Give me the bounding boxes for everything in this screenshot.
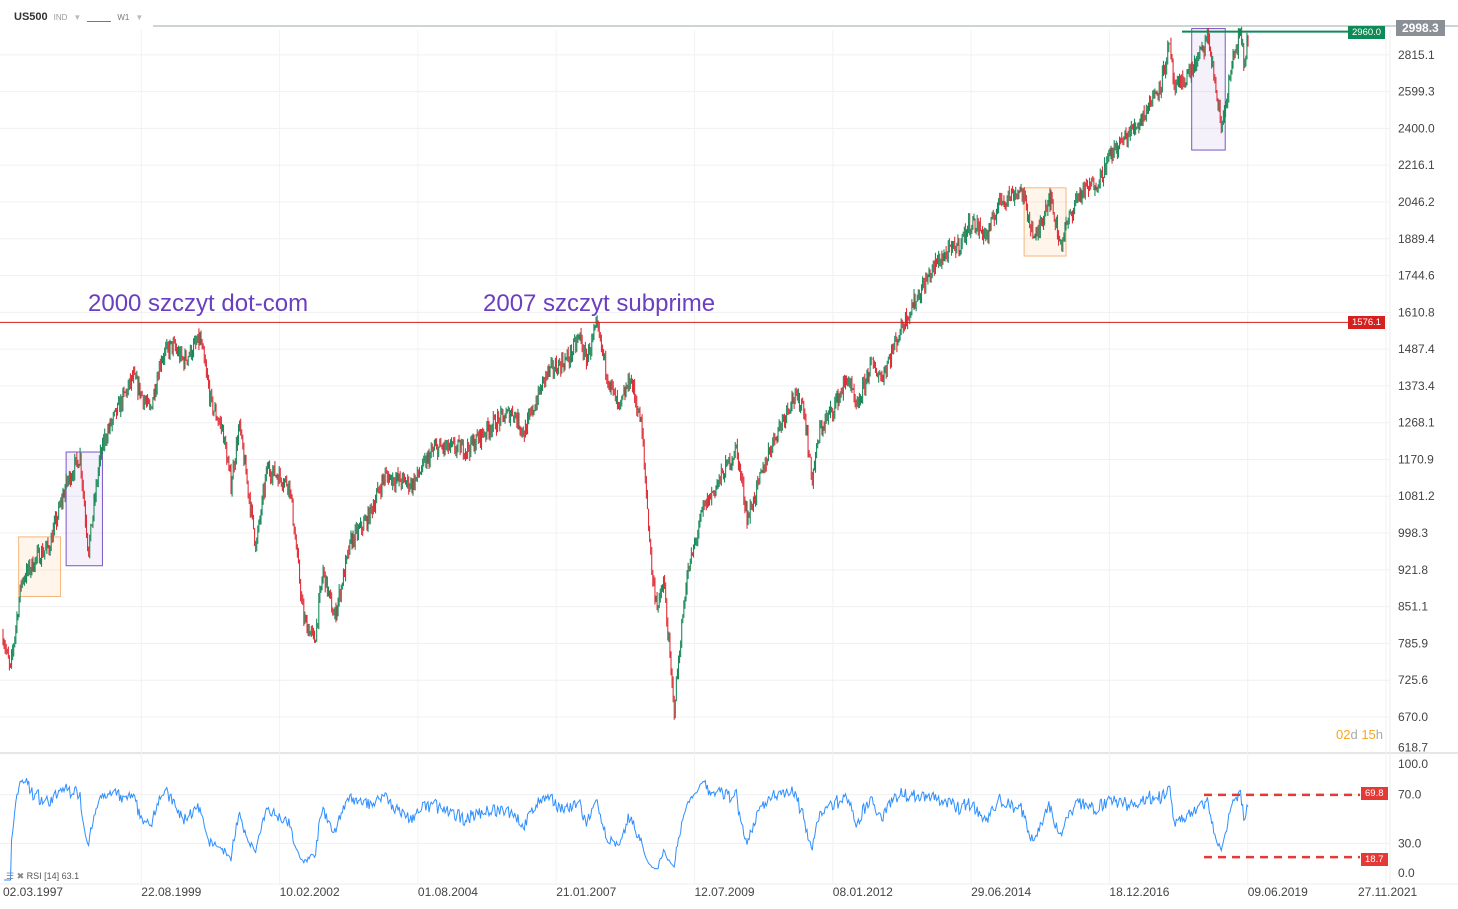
y-tick-label: 2400.0 bbox=[1398, 121, 1435, 135]
y-tick-label: 2815.1 bbox=[1398, 48, 1435, 62]
divider bbox=[87, 13, 112, 22]
highlight-box bbox=[1191, 28, 1226, 151]
interval-selector[interactable]: W1 bbox=[117, 12, 130, 22]
x-tick-label: 22.08.1999 bbox=[141, 885, 202, 899]
x-tick-label: 18.12.2016 bbox=[1109, 885, 1170, 899]
y-tick-label: 725.6 bbox=[1398, 673, 1428, 687]
x-tick-label: 10.02.2002 bbox=[279, 885, 340, 899]
y-tick-label: 785.9 bbox=[1398, 636, 1428, 650]
annotation-subprime: 2007 szczyt subprime bbox=[483, 290, 716, 317]
x-tick-label: 27.11.2021 bbox=[1358, 885, 1418, 899]
y-tick-label: 1373.4 bbox=[1398, 379, 1435, 393]
y-tick-label: 1610.8 bbox=[1398, 305, 1435, 319]
last-price-tag: 2998.3 bbox=[1396, 20, 1445, 36]
y-tick-label: 998.3 bbox=[1398, 526, 1428, 540]
rsi-upper-tag: 69.8 bbox=[1361, 787, 1388, 800]
y-tick-label: 921.8 bbox=[1398, 563, 1428, 577]
rsi-tick-label: 70.0 bbox=[1398, 788, 1422, 802]
y-tick-label: 618.7 bbox=[1398, 741, 1428, 755]
y-tick-label: 1889.4 bbox=[1398, 232, 1435, 246]
chevron-down-icon[interactable]: ▼ bbox=[135, 12, 144, 22]
y-tick-label: 1268.1 bbox=[1398, 416, 1435, 430]
y-tick-label: 1744.6 bbox=[1398, 269, 1435, 283]
candle-timer: 02d 15h bbox=[1336, 727, 1384, 742]
highlight-box bbox=[18, 536, 62, 598]
y-tick-label: 851.1 bbox=[1398, 600, 1428, 614]
rsi-tick-label: 0.0 bbox=[1398, 866, 1415, 880]
chevron-down-icon[interactable]: ▼ bbox=[73, 12, 82, 22]
highlight-box bbox=[65, 451, 103, 567]
y-tick-label: 1170.9 bbox=[1398, 452, 1434, 466]
symbol-label[interactable]: US500 bbox=[14, 11, 48, 23]
annotation-dotcom: 2000 szczyt dot-com bbox=[88, 290, 309, 317]
red-level-tag: 1576.1 bbox=[1348, 316, 1386, 329]
green-level-tag: 2960.0 bbox=[1348, 26, 1386, 39]
x-tick-label: 29.06.2014 bbox=[971, 885, 1032, 899]
instrument-type: IND bbox=[53, 12, 68, 22]
x-tick-label: 01.08.2004 bbox=[417, 885, 478, 899]
x-tick-label: 09.06.2019 bbox=[1247, 885, 1308, 899]
y-tick-label: 1081.2 bbox=[1398, 489, 1435, 503]
y-tick-label: 2599.3 bbox=[1398, 85, 1435, 99]
remove-indicator-icon[interactable]: ✖ bbox=[16, 871, 25, 881]
x-tick-label: 12.07.2009 bbox=[694, 885, 755, 899]
indicator-menu-icon[interactable]: ☰ bbox=[6, 871, 15, 881]
y-tick-label: 670.0 bbox=[1398, 710, 1428, 724]
rsi-lower-tag: 18.7 bbox=[1361, 853, 1388, 866]
chart-header: US500 IND ▼ W1 ▼ bbox=[14, 11, 143, 23]
rsi-indicator-label: ☰ ✖ RSI [14] 63.1 bbox=[6, 871, 80, 881]
x-tick-label: 21.01.2007 bbox=[556, 885, 617, 899]
y-tick-label: 2046.2 bbox=[1398, 195, 1435, 209]
y-tick-label: 1487.4 bbox=[1398, 342, 1435, 356]
rsi-tick-label: 30.0 bbox=[1398, 836, 1422, 850]
x-tick-label: 02.03.1997 bbox=[3, 885, 64, 899]
rsi-line bbox=[4, 778, 1249, 881]
y-tick-label: 2216.1 bbox=[1398, 158, 1435, 172]
rsi-tick-label: 100.0 bbox=[1398, 757, 1428, 771]
x-tick-label: 08.01.2012 bbox=[832, 885, 893, 899]
